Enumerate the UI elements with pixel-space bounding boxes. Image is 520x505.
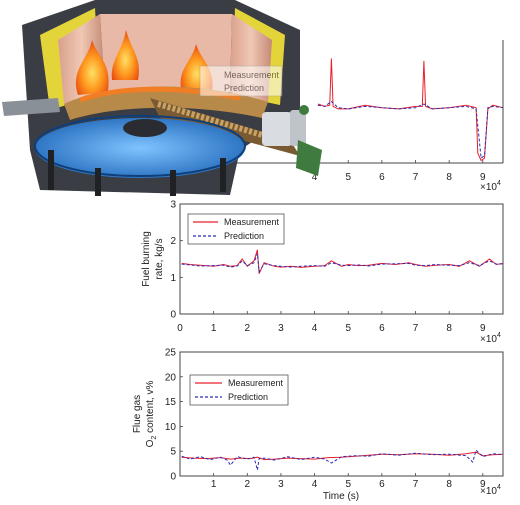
chart-panel-fuel-burning-rate: 0 1 2 3 4 5 6 7 8 9 0 1 2 3 ×104 Fuel burning rate, … — [141, 200, 504, 345]
middle-y-ticks: 0 1 2 3 — [170, 200, 183, 321]
x-tick-label: 2 — [245, 479, 251, 490]
support-leg-3 — [170, 170, 176, 196]
support-leg-4 — [220, 158, 226, 192]
x-tick-label: 7 — [413, 323, 419, 334]
illustration-ghost-legend: Measurement Prediction — [199, 65, 283, 97]
air-inlet-pipe — [2, 98, 60, 116]
x-tick-label: 6 — [379, 479, 385, 490]
series-line-prediction — [181, 449, 504, 471]
x-tick-label: 9 — [480, 172, 486, 183]
x-tick-label: 4 — [312, 479, 318, 490]
series-line-measurement — [317, 58, 504, 162]
y-tick-label: 10 — [165, 422, 177, 433]
x-tick-label: 1 — [211, 479, 217, 490]
top-series-layer — [317, 58, 504, 162]
series-line-measurement — [181, 249, 504, 274]
bottom-series-layer — [181, 449, 504, 471]
x-tick-label: 9 — [480, 323, 486, 334]
x-tick-label: 3 — [278, 323, 284, 334]
bottom-y-axis-label-line1: Flue gas — [132, 395, 143, 433]
x-tick-label: 6 — [379, 323, 385, 334]
x-tick-label: 7 — [413, 479, 419, 490]
svg-text:Prediction: Prediction — [224, 83, 264, 93]
top-x-exponent: ×104 — [480, 180, 501, 193]
x-tick-label: 5 — [345, 172, 351, 183]
x-tick-label: 9 — [480, 479, 486, 490]
feed-motor — [262, 105, 322, 176]
svg-text:Measurement: Measurement — [224, 70, 280, 80]
support-leg-1 — [48, 150, 54, 190]
central-shaft — [123, 119, 167, 137]
bottom-legend: Measurement Prediction — [189, 374, 289, 406]
middle-series-layer — [181, 249, 504, 274]
y-tick-label: 15 — [165, 397, 177, 408]
middle-legend-prediction-label: Prediction — [224, 231, 264, 241]
x-tick-label: 4 — [312, 323, 318, 334]
series-line-prediction — [181, 253, 504, 274]
flame-center — [111, 30, 139, 80]
y-tick-label: 1 — [170, 273, 176, 284]
middle-y-axis-label-line1: Fuel burning — [141, 231, 152, 287]
top-x-ticks: 4 5 6 7 8 9 — [312, 160, 486, 183]
ash-water-basin — [35, 118, 245, 178]
x-tick-label: 0 — [177, 323, 183, 334]
bottom-y-ticks: 0 5 10 15 20 25 — [165, 348, 183, 483]
x-tick-label: 6 — [379, 172, 385, 183]
middle-y-axis-label-line2: rate, kg/s — [154, 238, 165, 279]
x-tick-label: 7 — [413, 172, 419, 183]
bottom-legend-prediction-label: Prediction — [228, 392, 268, 402]
bottom-legend-measurement-label: Measurement — [228, 378, 284, 388]
chart-panel-flue-gas-o2: 1 2 3 4 5 6 7 8 9 0 5 10 15 20 25 ×104 Time (s) Flue … — [132, 348, 504, 502]
middle-legend-measurement-label: Measurement — [224, 217, 280, 227]
x-tick-label: 4 — [312, 172, 318, 183]
y-tick-label: 0 — [170, 310, 176, 321]
bottom-y-axis-label-line2: O2 content, v% — [145, 381, 158, 448]
bottom-x-axis-label: Time (s) — [323, 491, 359, 502]
middle-x-ticks: 0 1 2 3 4 5 6 7 8 9 — [177, 311, 486, 334]
x-tick-label: 8 — [446, 172, 452, 183]
y-tick-label: 5 — [170, 447, 176, 458]
bottom-x-exponent: ×104 — [480, 484, 501, 497]
support-leg-2 — [95, 168, 101, 196]
middle-plot-frame — [179, 203, 504, 315]
chart-panel-top: 4 5 6 7 8 9 ×104 — [180, 40, 504, 193]
middle-legend-box — [187, 213, 285, 245]
x-tick-label: 5 — [345, 479, 351, 490]
x-tick-label: 2 — [245, 323, 251, 334]
y-tick-label: 25 — [165, 348, 177, 359]
y-tick-label: 2 — [170, 236, 176, 247]
y-tick-label: 3 — [170, 200, 176, 211]
y-tick-label: 20 — [165, 372, 177, 383]
x-tick-label: 5 — [345, 323, 351, 334]
bottom-legend-box — [189, 374, 289, 406]
ash-water-basin-ring — [34, 115, 246, 177]
x-tick-label: 1 — [211, 323, 217, 334]
y-tick-label: 0 — [170, 472, 176, 483]
x-tick-label: 8 — [446, 479, 452, 490]
bottom-x-ticks: 1 2 3 4 5 6 7 8 9 — [211, 473, 486, 490]
biomass-grate-boiler-illustration: Measurement Prediction — [2, 0, 322, 196]
middle-x-exponent: ×104 — [480, 332, 501, 345]
x-tick-label: 3 — [278, 479, 284, 490]
middle-legend: Measurement Prediction — [187, 213, 285, 245]
flame-left — [75, 40, 109, 95]
series-line-prediction — [317, 100, 504, 160]
bottom-plot-frame — [179, 351, 504, 477]
series-line-measurement — [181, 451, 504, 461]
x-tick-label: 8 — [446, 323, 452, 334]
